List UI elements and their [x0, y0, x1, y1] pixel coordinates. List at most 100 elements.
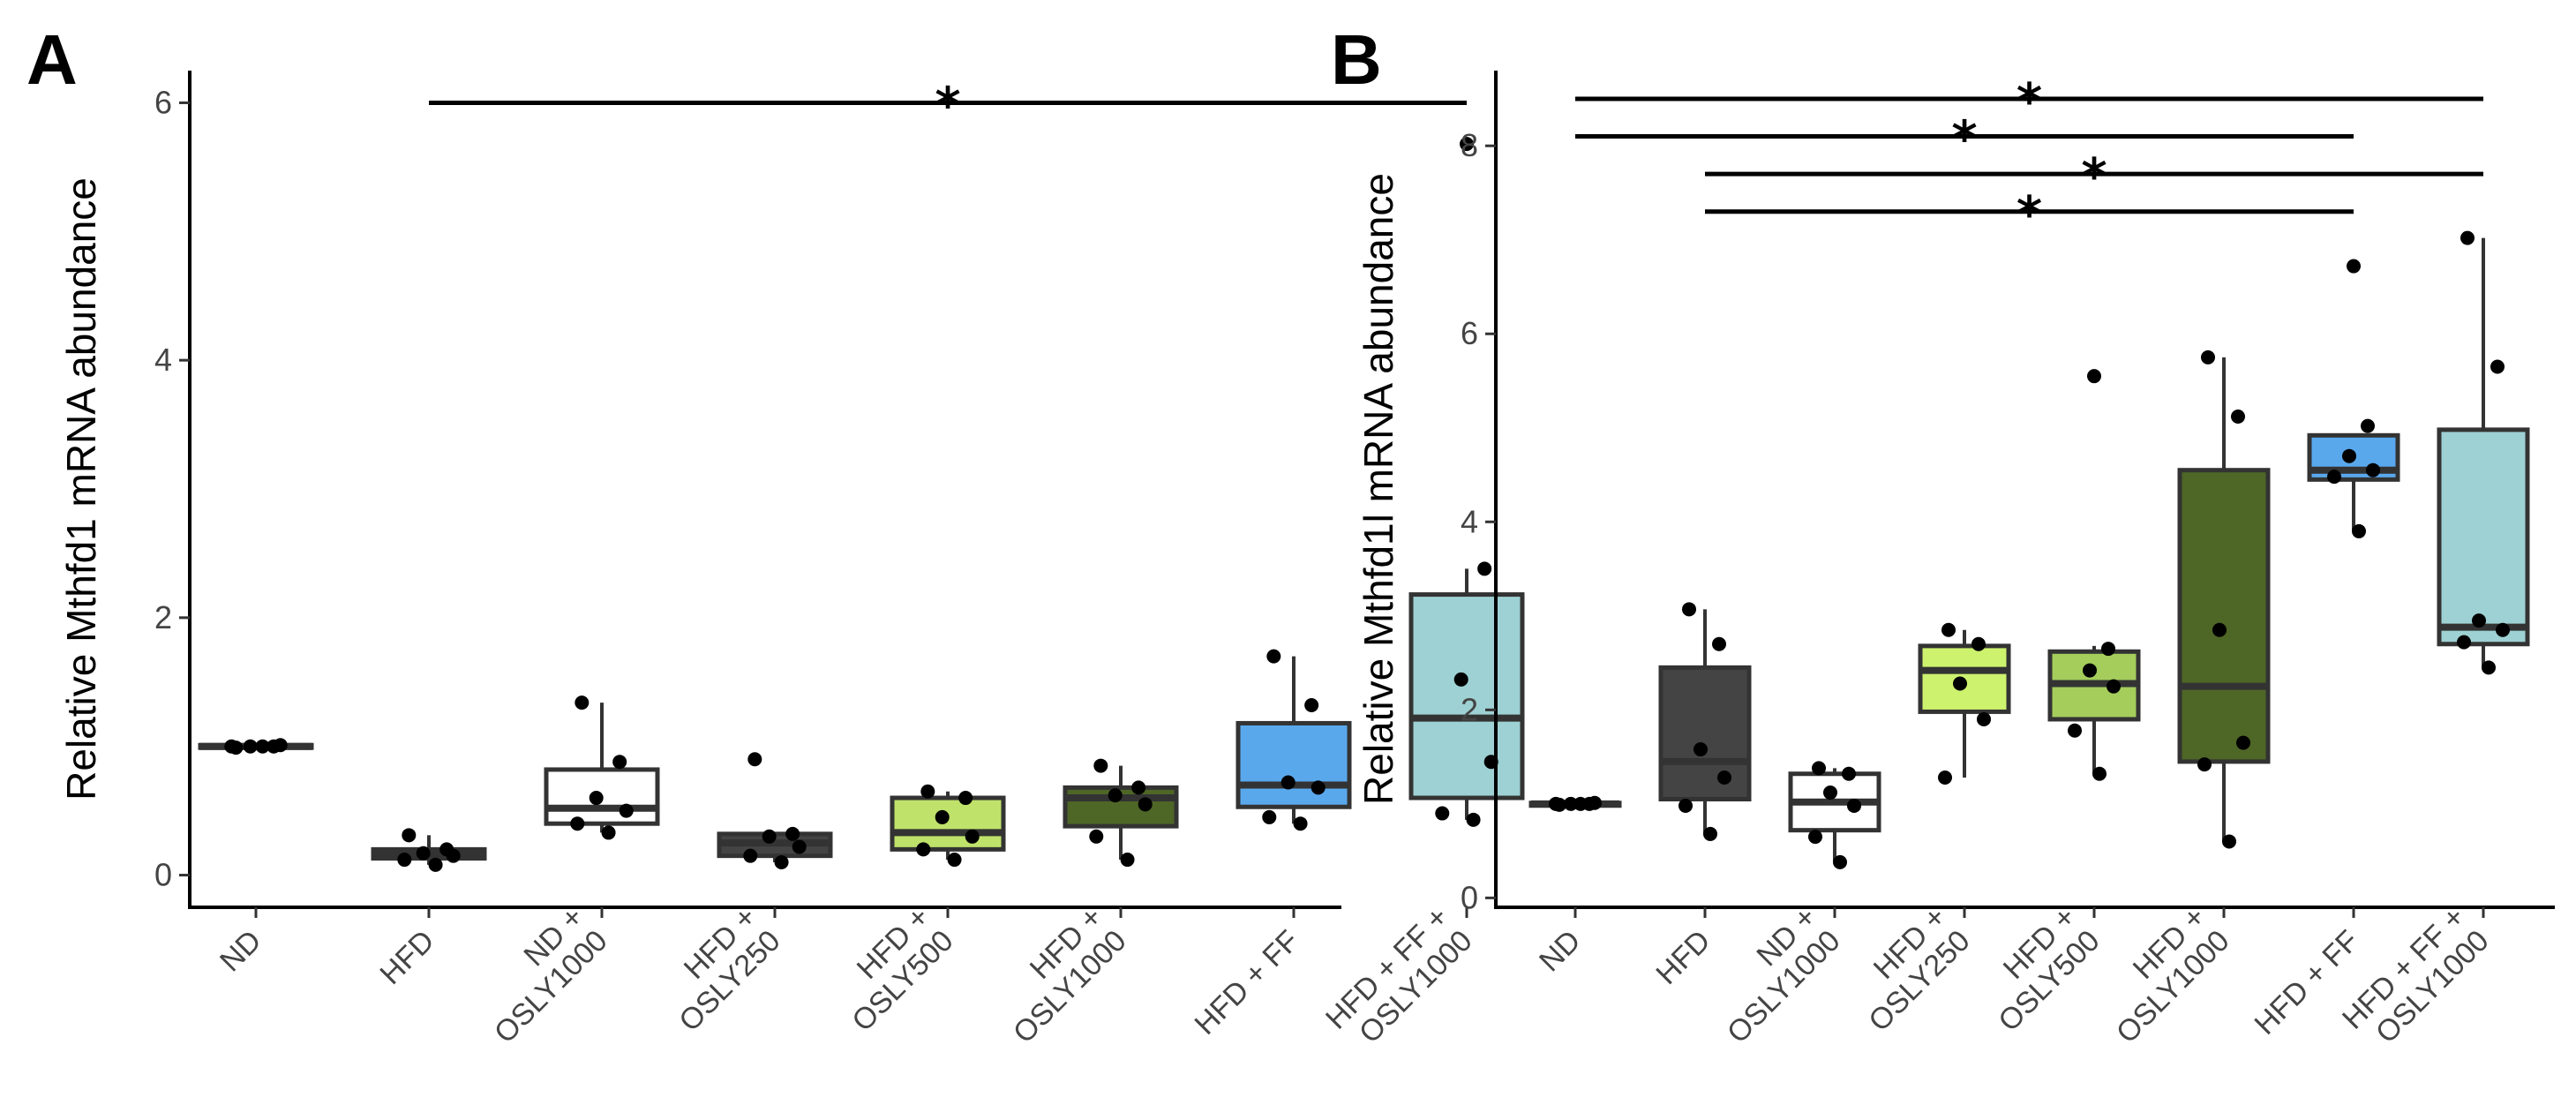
data-point	[1089, 829, 1104, 844]
data-point	[1823, 786, 1837, 801]
data-point	[774, 854, 789, 869]
data-point	[273, 738, 288, 753]
y-tick-label: 4	[154, 342, 172, 378]
x-tick-label: HFD +OSLY500	[1968, 900, 2106, 1038]
data-point	[224, 739, 239, 754]
box-group-0: ND	[1528, 795, 1622, 979]
data-point	[2460, 230, 2475, 245]
y-tick-label: 6	[1461, 315, 1478, 351]
x-tick-label: HFD + FF +OSLY1000	[2336, 900, 2496, 1060]
data-point	[2490, 359, 2505, 374]
box-group-5: HFD +OSLY1000	[983, 758, 1179, 1050]
box-group-1: HFD	[1649, 602, 1752, 991]
outlier-point	[2087, 369, 2101, 384]
x-tick-label: HFD +OSLY1000	[2086, 900, 2236, 1050]
data-point	[2236, 735, 2250, 750]
x-tick-label: ND	[214, 924, 268, 979]
data-point	[255, 739, 270, 754]
data-point	[2083, 663, 2097, 678]
x-tick-label-line: HFD + FF	[1189, 924, 1306, 1041]
data-point	[916, 842, 931, 857]
data-point	[947, 853, 962, 868]
data-point	[2366, 462, 2380, 477]
data-point	[1694, 742, 1708, 757]
significance-bracket: *	[1575, 111, 2354, 169]
data-point	[2231, 409, 2245, 424]
data-point	[428, 857, 443, 872]
data-point	[747, 752, 762, 767]
panel-b: B Relative Mthfd1l mRNA abundance 0 2 4 6 8 ND H…	[1331, 20, 2555, 1060]
data-point	[570, 816, 585, 831]
data-point	[619, 803, 634, 818]
significance-star: *	[1951, 111, 1977, 169]
box	[890, 795, 1006, 852]
box	[2177, 468, 2271, 764]
data-point	[1847, 798, 1861, 813]
data-point	[1304, 698, 1319, 713]
data-point	[2222, 834, 2236, 849]
data-point	[589, 791, 604, 806]
data-point	[785, 826, 800, 841]
x-tick-label: ND +OSLY1000	[464, 900, 614, 1050]
data-point	[1108, 788, 1123, 803]
y-tick-label: 4	[1461, 503, 1478, 539]
y-axis-title: Relative Mthfd1l mRNA abundance	[1356, 173, 1401, 805]
data-point	[2361, 418, 2375, 433]
data-point	[1842, 766, 1856, 781]
x-tick-label: HFD	[373, 924, 440, 991]
data-point	[1712, 636, 1726, 651]
y-tick-label: 2	[154, 599, 172, 635]
y-tick-label: 8	[1461, 127, 1478, 163]
box-group-2: ND +OSLY1000	[1721, 761, 1881, 1050]
significance-bracket: *	[1575, 73, 2483, 131]
data-point	[1266, 649, 1281, 664]
data-point	[1971, 636, 1986, 651]
box	[1408, 592, 1525, 801]
x-tick-label-line: ND	[1533, 924, 1588, 979]
x-tick-label: HFD	[1649, 924, 1716, 991]
significance-star: *	[2016, 73, 2042, 131]
data-point	[2101, 642, 2115, 657]
outlier-point	[2347, 259, 2361, 274]
data-point	[575, 695, 590, 710]
data-point	[243, 739, 258, 754]
x-tick-label: HFD + FF	[1189, 924, 1306, 1041]
x-tick-label-line: HFD	[1649, 924, 1716, 991]
data-point	[1808, 830, 1822, 845]
data-point	[1138, 797, 1153, 812]
data-point	[2482, 660, 2496, 675]
data-point	[1311, 780, 1326, 795]
x-tick-label: HFD +OSLY500	[822, 900, 959, 1038]
significance-star: *	[2016, 186, 2042, 244]
significance-bracket: *	[429, 77, 1467, 134]
x-tick-label: ND	[1533, 924, 1588, 979]
data-point	[743, 848, 758, 863]
data-point	[762, 829, 777, 844]
x-tick-label: HFD +OSLY250	[649, 900, 786, 1038]
data-point	[2068, 723, 2082, 738]
data-point	[920, 784, 935, 799]
data-point	[1573, 796, 1588, 811]
data-point	[2496, 622, 2510, 637]
data-point	[416, 846, 431, 861]
box-group-7: HFD + FF +OSLY1000	[1319, 137, 1525, 1050]
data-point	[2457, 635, 2471, 650]
box	[1658, 665, 1752, 802]
data-point	[1679, 798, 1693, 813]
y-tick-label: 0	[154, 857, 172, 893]
x-tick-label-line: HFD	[373, 924, 440, 991]
box-group-6: HFD + FF	[1189, 649, 1352, 1041]
data-point	[1682, 602, 1696, 617]
data-point	[1703, 826, 1717, 841]
data-point	[397, 853, 412, 868]
data-point	[1262, 809, 1277, 824]
data-point	[2212, 622, 2227, 637]
data-point	[1093, 758, 1108, 773]
box-group-7: HFD + FF +OSLY1000	[2336, 230, 2530, 1060]
data-point	[601, 825, 616, 840]
x-tick-label: HFD +OSLY1000	[983, 900, 1133, 1050]
data-point	[446, 848, 461, 863]
box-group-2: ND +OSLY1000	[464, 695, 660, 1050]
data-point	[935, 809, 950, 824]
